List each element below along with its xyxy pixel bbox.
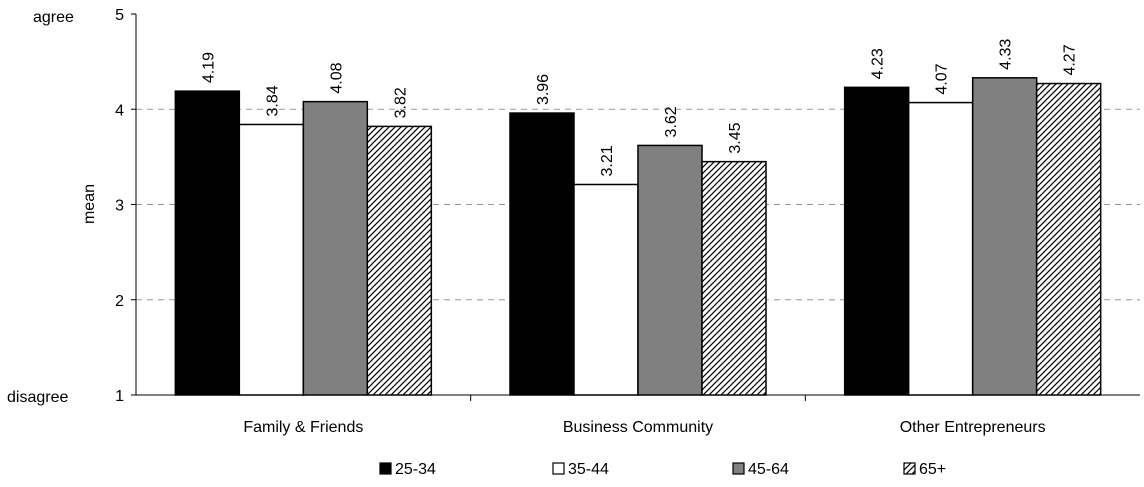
data-label: 4.07 [934,63,951,94]
data-label: 4.27 [1062,44,1079,75]
legend-swatch [552,462,565,475]
data-label: 3.96 [535,74,552,105]
legend-swatch [732,462,745,475]
bar [174,90,241,396]
legend-label: 25-34 [395,461,436,478]
bar [843,86,910,396]
data-label: 3.84 [264,85,281,116]
x-tick-label: Family & Friends [243,419,363,436]
bar [1035,82,1102,396]
y-tick-label: 2 [115,293,124,310]
y-tick-label: 3 [115,198,124,215]
bar [573,183,639,396]
data-label: 4.19 [200,52,217,83]
legend-label: 35-44 [568,461,609,478]
bar [971,77,1038,396]
data-labels: 4.19 3.84 4.08 3.82 3.96 3.21 3.62 3.45 4.23 4.07… [200,39,1078,177]
bar [238,123,305,396]
data-label: 4.23 [870,48,887,79]
data-label: 4.33 [998,39,1015,70]
data-label: 3.21 [599,145,616,176]
bar [366,125,433,396]
y-axis-top-label: agree [33,9,74,26]
axes: 1 2 3 4 5 Family & Friends Business Community O… [115,7,1140,436]
bar [701,160,767,396]
data-label: 3.62 [663,106,680,137]
y-tick-label: 4 [115,102,124,119]
y-tick-label: 5 [115,7,124,24]
y-tick-label: 1 [115,388,124,405]
bars [174,77,1102,396]
data-label: 4.08 [328,62,345,93]
y-axis-title: mean [81,184,98,224]
legend-label: 65+ [919,461,946,478]
data-label: 3.82 [392,87,409,118]
data-label: 3.45 [727,122,744,153]
x-tick-label: Other Entrepreneurs [900,419,1046,436]
legend-label: 45-64 [748,461,789,478]
legend-swatch [903,462,916,475]
legend: 25-34 35-44 45-64 65+ [379,461,946,478]
y-axis-bottom-label: disagree [7,389,68,406]
bar [637,144,703,396]
x-tick-label: Business Community [563,419,713,436]
bar [302,100,369,396]
bar [907,101,974,396]
bar [509,112,575,396]
legend-swatch [379,462,392,475]
